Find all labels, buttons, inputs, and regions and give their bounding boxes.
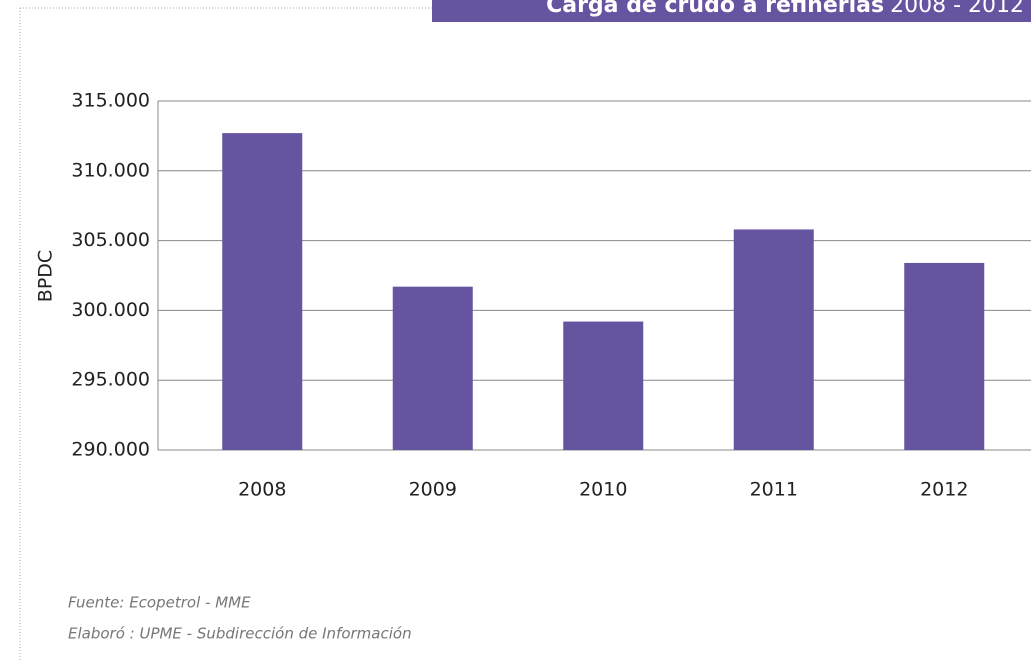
bar (904, 262, 985, 450)
y-tick-label: 290.000 (71, 439, 150, 461)
x-tick-label: 2011 (750, 479, 798, 501)
chart-title-group: Carga de crudo a refinerías 2008 - 2012 (546, 0, 1024, 18)
y-tick-label: 310.000 (71, 159, 150, 181)
title-banner (432, 0, 1031, 22)
y-tick-label: 295.000 (71, 369, 150, 391)
y-tick-label: 300.000 (71, 299, 150, 321)
bar (563, 321, 644, 450)
source-note: Fuente: Ecopetrol - MME (68, 594, 251, 612)
source-note: Elaboró : UPME - Subdirección de Informa… (68, 625, 412, 643)
bar (222, 133, 303, 450)
y-tick-label: 315.000 (71, 90, 150, 112)
bar (392, 286, 473, 450)
y-axis-label: BPDC (35, 250, 57, 302)
x-tick-label: 2009 (409, 479, 457, 501)
x-tick-label: 2012 (920, 479, 968, 501)
bar (733, 229, 814, 450)
x-tick-label: 2010 (579, 479, 627, 501)
x-tick-label: 2008 (238, 479, 286, 501)
chart-subtitle: 2008 - 2012 (890, 0, 1024, 18)
y-tick-label: 305.000 (71, 229, 150, 251)
chart-title: Carga de crudo a refinerías (546, 0, 884, 18)
